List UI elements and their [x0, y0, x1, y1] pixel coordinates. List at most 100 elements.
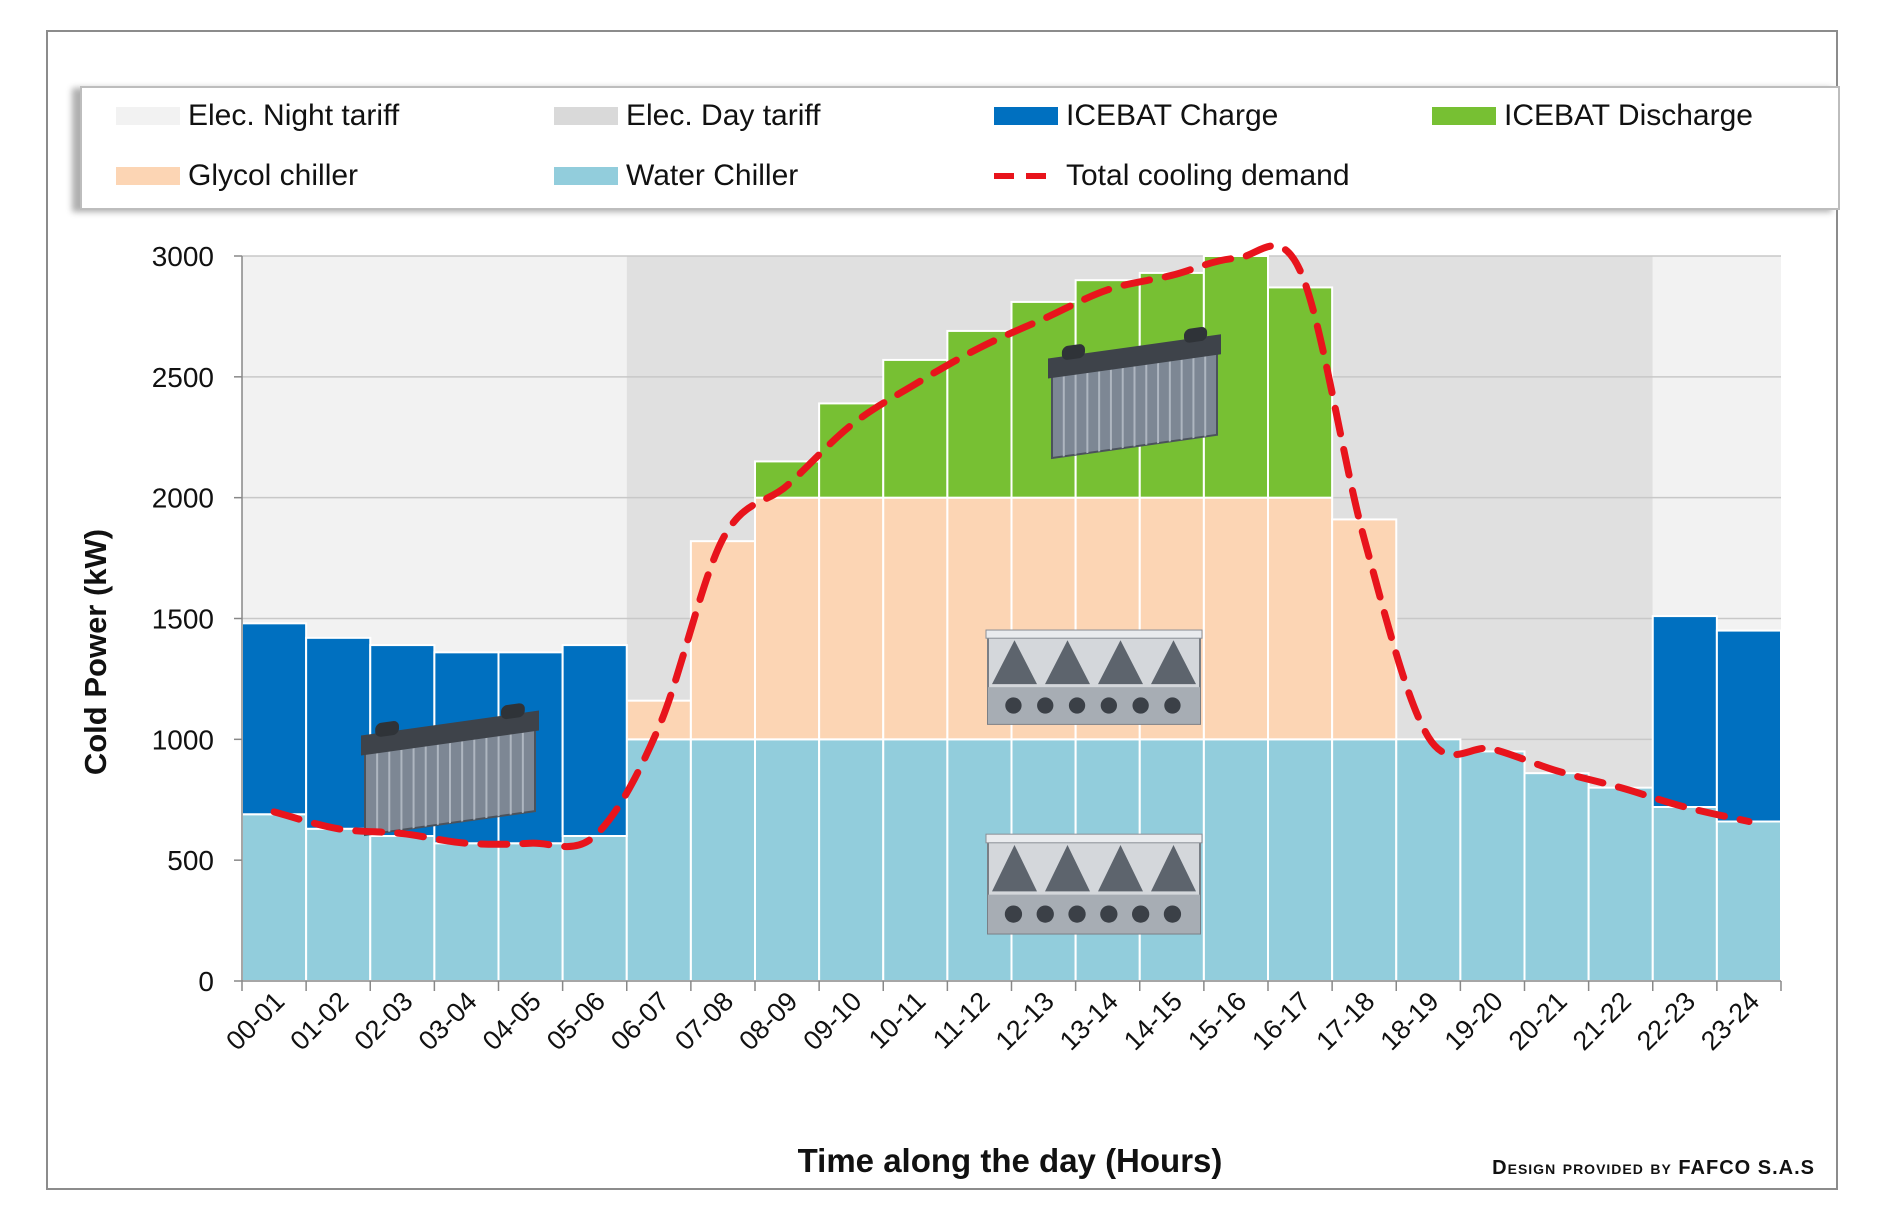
- chiller-top: [985, 629, 1203, 639]
- chiller-top: [985, 833, 1203, 844]
- chiller-pump: [1068, 697, 1086, 714]
- legend-swatch-glycol-chiller: [116, 167, 180, 185]
- legend-item-water-chiller: Water Chiller: [554, 156, 798, 196]
- legend-item-icebat-discharge: ICEBAT Discharge: [1432, 96, 1753, 136]
- bar-water-chiller-22-23: [1651, 806, 1718, 982]
- x-tick-label: 17-18: [1310, 986, 1380, 1056]
- chiller-pump: [1004, 905, 1023, 923]
- x-tick-label: 09-10: [797, 986, 867, 1056]
- x-axis-label: Time along the day (Hours): [798, 1142, 1223, 1179]
- legend-label-night-tariff: Elec. Night tariff: [188, 99, 400, 132]
- chiller-pump: [1036, 905, 1054, 923]
- bar-glycol-chiller-08-09: [754, 496, 821, 741]
- chiller-pump: [1164, 697, 1181, 714]
- x-tick-label: 02-03: [349, 986, 419, 1056]
- x-tick-label: 20-21: [1503, 986, 1573, 1056]
- legend-item-day-tariff: Elec. Day tariff: [554, 96, 821, 136]
- legend-label-total-demand: Total cooling demand: [1066, 159, 1350, 192]
- x-tick-label: 13-14: [1054, 986, 1124, 1056]
- legend-swatch-icebat-discharge: [1432, 107, 1496, 125]
- bar-icebat-charge-05-06: [561, 644, 628, 837]
- bar-glycol-chiller-10-11: [882, 496, 949, 741]
- x-tick-label: 04-05: [477, 986, 547, 1056]
- chiller-coil: [1151, 640, 1196, 685]
- x-tick-label: 10-11: [863, 986, 932, 1055]
- tank-port: [1184, 326, 1208, 343]
- x-tick-label: 12-13: [990, 986, 1060, 1056]
- chiller-pump: [1100, 697, 1117, 714]
- bar-water-chiller-04-05: [497, 842, 564, 982]
- legend-item-night-tariff: Elec. Night tariff: [116, 96, 399, 136]
- y-axis-label: Cold Power (kW): [78, 529, 113, 775]
- legend-label-icebat-discharge: ICEBAT Discharge: [1504, 99, 1753, 132]
- legend-label-icebat-charge: ICEBAT Charge: [1066, 99, 1279, 132]
- glycol-chiller-icon: [985, 629, 1203, 725]
- legend-swatch-day-tariff: [554, 107, 618, 125]
- bar-water-chiller-02-03: [369, 835, 436, 982]
- x-tick-label: 18-19: [1375, 986, 1445, 1056]
- legend-label-glycol-chiller: Glycol chiller: [188, 159, 359, 192]
- x-tick-label: 11-12: [927, 986, 996, 1055]
- water-chiller-icon: [985, 833, 1203, 935]
- x-tick-label: 08-09: [733, 986, 803, 1056]
- chiller-pump: [1132, 697, 1149, 714]
- bar-water-chiller-00-01: [241, 813, 308, 982]
- legend-item-glycol-chiller: Glycol chiller: [116, 156, 358, 196]
- bar-icebat-discharge-09-10: [818, 402, 885, 499]
- demand-line: [270, 242, 1753, 851]
- bar-icebat-charge-22-23: [1651, 615, 1718, 808]
- tank-port: [1061, 344, 1085, 360]
- tank-port: [375, 721, 399, 737]
- bar-water-chiller-18-19: [1395, 738, 1462, 982]
- chiller-pump: [1037, 697, 1054, 714]
- bar-water-chiller-16-17: [1267, 738, 1334, 982]
- bar-icebat-charge-01-02: [305, 636, 372, 830]
- tank-port: [501, 703, 525, 720]
- x-tick-label: 05-06: [541, 986, 611, 1056]
- legend-swatch-total-demand: [994, 173, 1058, 179]
- chiller-coil: [1045, 844, 1090, 892]
- bar-icebat-discharge-11-12: [946, 329, 1013, 499]
- bar-glycol-chiller-07-08: [689, 540, 756, 741]
- chiller-pump: [1100, 905, 1118, 923]
- bar-water-chiller-17-18: [1331, 738, 1398, 982]
- bar-water-chiller-19-20: [1459, 750, 1526, 983]
- bar-water-chiller-08-09: [754, 738, 821, 982]
- chiller-pump: [1132, 905, 1150, 923]
- bar-glycol-chiller-16-17: [1267, 496, 1334, 741]
- bar-water-chiller-21-22: [1587, 786, 1654, 983]
- bar-water-chiller-03-04: [433, 842, 500, 982]
- chiller-coil: [1151, 844, 1196, 892]
- tank-lid: [1048, 334, 1221, 379]
- x-tick-label: 00-01: [220, 986, 290, 1056]
- bar-water-chiller-05-06: [561, 835, 628, 982]
- bar-water-chiller-01-02: [305, 827, 372, 982]
- chiller-pump: [1005, 697, 1022, 714]
- bar-water-chiller-23-24: [1715, 820, 1782, 982]
- y-tick-label: 2500: [152, 362, 214, 393]
- chiller-coil: [1098, 844, 1143, 892]
- x-tick-label: 15-16: [1182, 986, 1252, 1056]
- bar-icebat-charge-23-24: [1715, 629, 1782, 823]
- ice-storage-tank-icon: [1048, 326, 1221, 460]
- bar-glycol-chiller-09-10: [818, 496, 885, 741]
- tank-lid: [361, 710, 539, 756]
- x-tick-label: 01-02: [284, 986, 354, 1056]
- y-tick-label: 0: [198, 966, 214, 997]
- bar-water-chiller-10-11: [882, 738, 949, 982]
- bar-water-chiller-07-08: [689, 738, 756, 982]
- y-tick-label: 500: [167, 845, 214, 876]
- bar-icebat-charge-00-01: [241, 622, 308, 816]
- x-tick-label: 06-07: [605, 986, 675, 1056]
- y-tick-label: 1500: [152, 604, 214, 635]
- chiller-coil: [992, 640, 1037, 685]
- chiller-pump: [1068, 905, 1086, 923]
- bar-icebat-discharge-12-13: [1010, 300, 1077, 499]
- chiller-coil: [1045, 640, 1090, 685]
- line-total-cooling-demand: [270, 242, 1753, 851]
- x-tick-label: 19-20: [1439, 986, 1509, 1056]
- y-tick-label: 2000: [152, 483, 214, 514]
- x-tick-label: 21-22: [1567, 986, 1637, 1056]
- legend-item-total-demand: Total cooling demand: [994, 156, 1350, 196]
